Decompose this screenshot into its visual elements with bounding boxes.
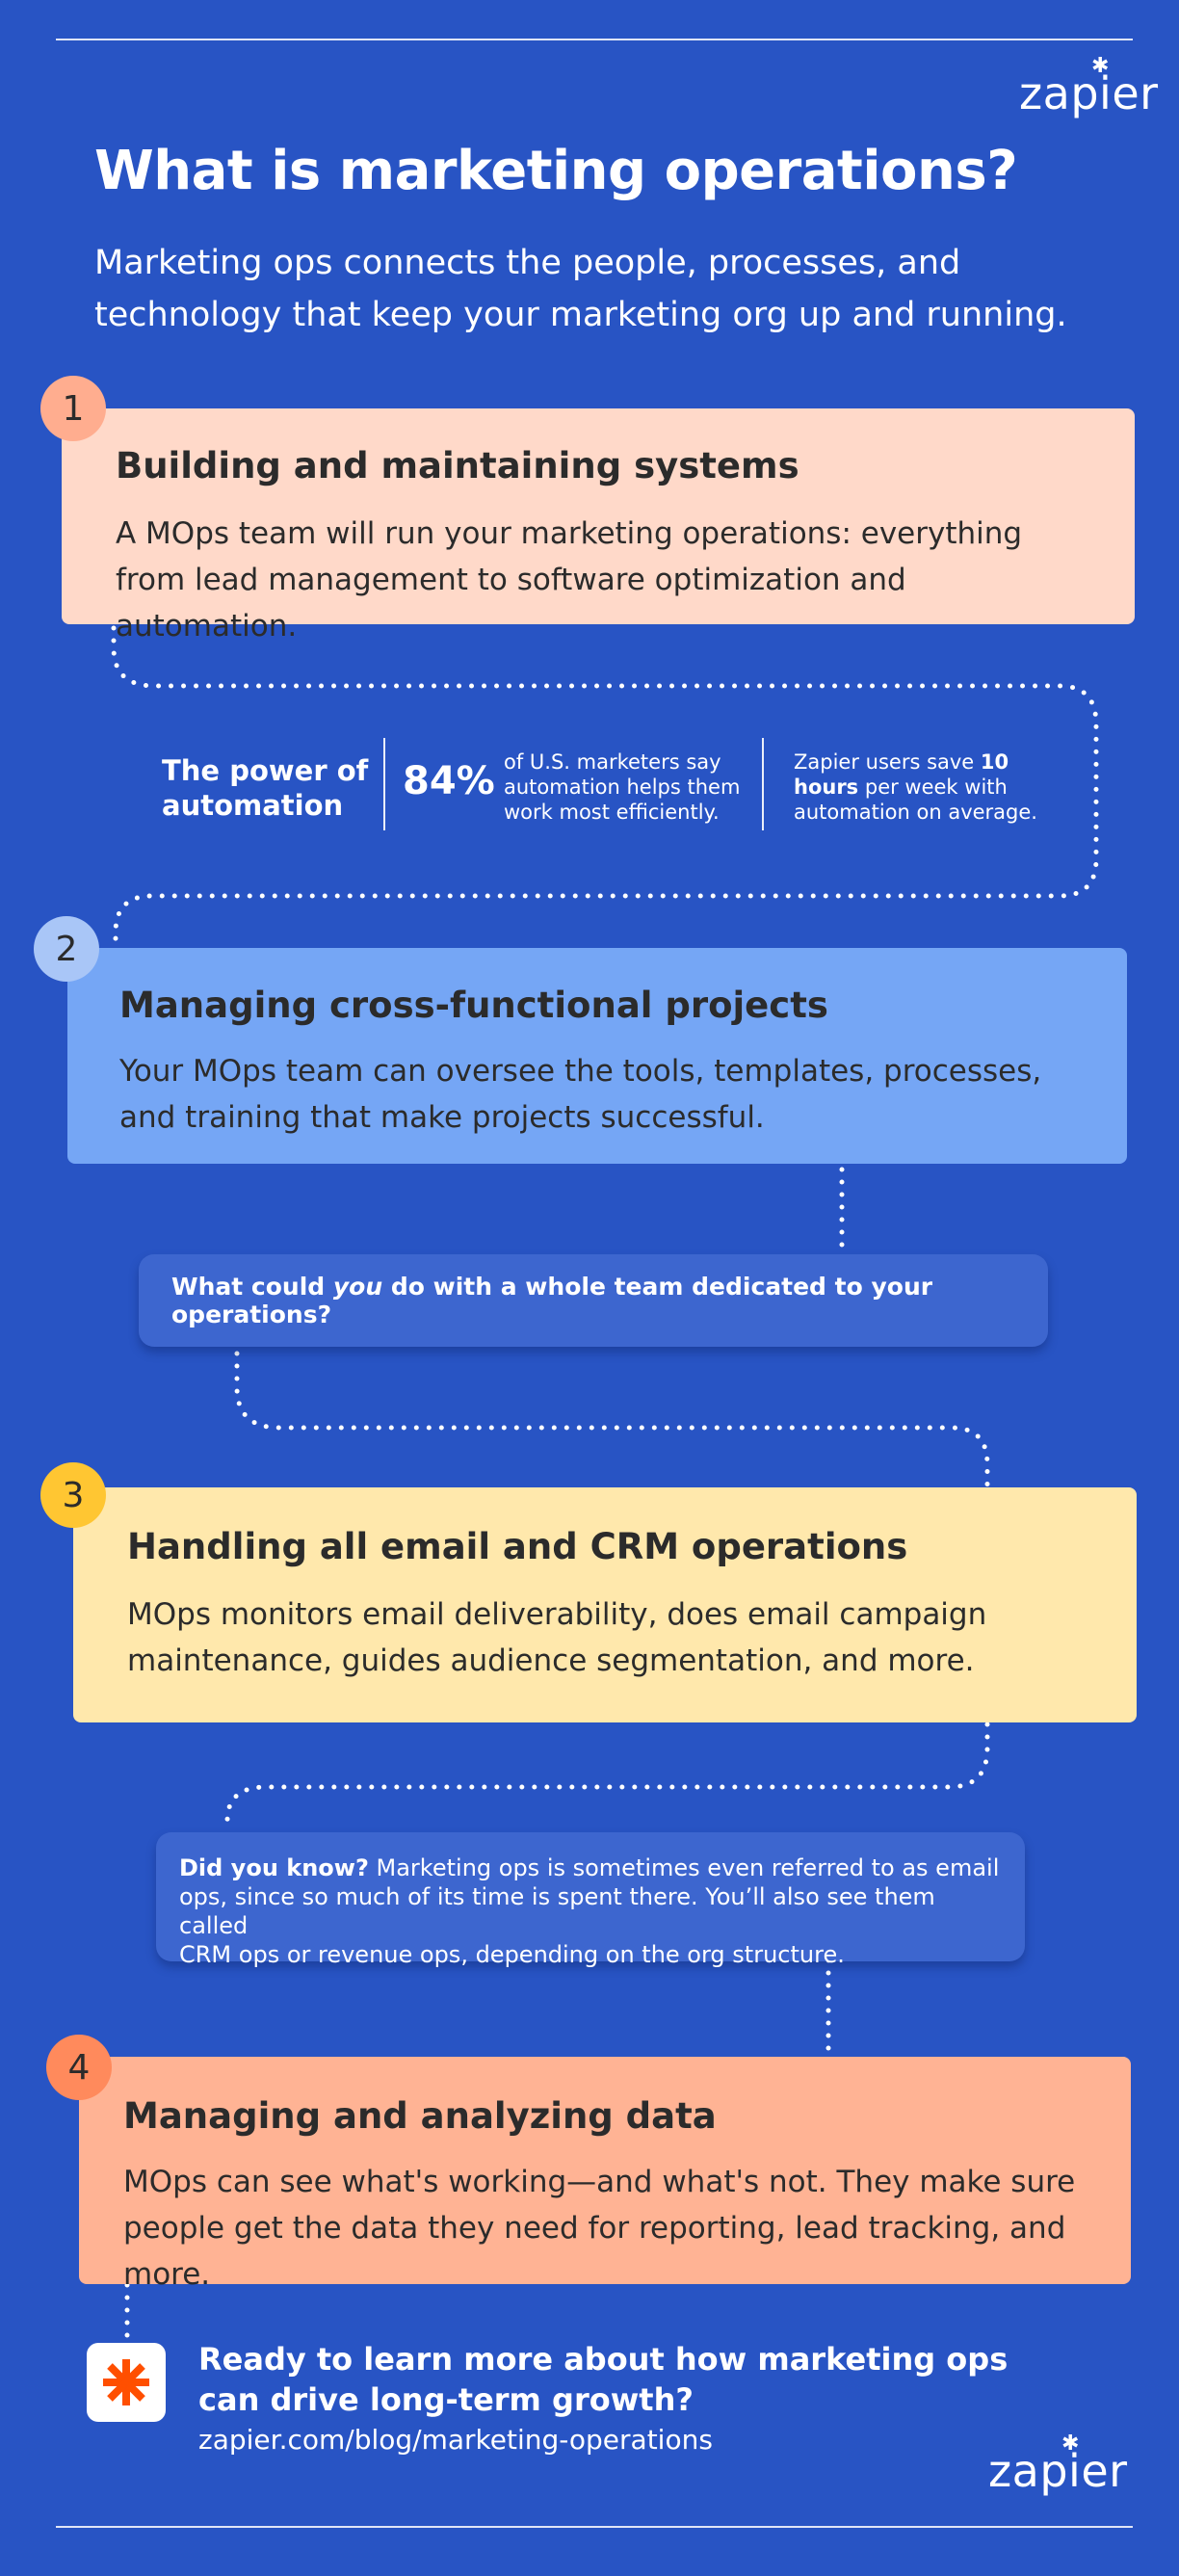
step-1-card: Building and maintaining systems A MOps … bbox=[62, 408, 1135, 644]
step-2-number: 2 bbox=[55, 929, 78, 969]
step-3-badge: 3 bbox=[40, 1462, 106, 1528]
question-pre: What could bbox=[171, 1273, 333, 1301]
step-4-badge: 4 bbox=[46, 2035, 112, 2100]
time-saved-post-1: per week with bbox=[858, 775, 1008, 799]
automation-heading-line-1: The power of bbox=[162, 754, 369, 787]
step-3-title: Handling all email and CRM operations bbox=[127, 1526, 908, 1567]
logo-star-bottom-icon: ✱ bbox=[1061, 2431, 1080, 2456]
did-you-know-line-1: Did you know? Marketing ops is sometimes… bbox=[179, 1853, 1002, 1882]
step-1-title: Building and maintaining systems bbox=[116, 445, 799, 486]
zapier-logo-bottom: zapier ✱ bbox=[988, 2431, 1128, 2497]
page-subtitle: Marketing ops connects the people, proce… bbox=[94, 244, 1067, 334]
step-4-body: MOps can see what's working—and what's n… bbox=[123, 2165, 1076, 2292]
time-saved-line-3: automation on average. bbox=[794, 801, 1037, 824]
stats-divider-2 bbox=[762, 738, 764, 830]
stats-divider-1 bbox=[383, 738, 385, 830]
bottom-rule bbox=[56, 2526, 1133, 2528]
step-4-card: Managing and analyzing data MOps can see… bbox=[79, 2057, 1131, 2292]
cta-heading-line-2: can drive long-term growth? bbox=[198, 2381, 694, 2418]
step-3-number: 3 bbox=[62, 1475, 85, 1515]
did-you-know-line-2: ops, since so much of its time is spent … bbox=[179, 1883, 935, 1939]
stat-description-line-2: automation helps them bbox=[504, 775, 741, 799]
question-text: What could you do with a whole team dedi… bbox=[171, 1273, 1048, 1328]
connector-question-to-3 bbox=[234, 1351, 990, 1488]
time-saved-line-2: hours per week with bbox=[794, 775, 1037, 800]
step-3-card: Handling all email and CRM operations MO… bbox=[73, 1487, 1137, 1722]
top-rule bbox=[56, 39, 1133, 40]
logo-text: zapier bbox=[1019, 67, 1159, 119]
time-saved-hours-label: hours bbox=[794, 775, 859, 799]
did-you-know-text-1: Marketing ops is sometimes even referred… bbox=[368, 1854, 1000, 1881]
stat-description: of U.S. marketers say automation helps t… bbox=[504, 749, 740, 825]
question-post: do with a whole team dedicated to your o… bbox=[171, 1273, 933, 1328]
step-4-title: Managing and analyzing data bbox=[123, 2095, 717, 2137]
stat-value: 84% bbox=[403, 759, 495, 803]
logo-star-icon: ✱ bbox=[1091, 54, 1110, 78]
step-4-number: 4 bbox=[67, 2047, 91, 2088]
page-title: What is marketing operations? bbox=[94, 140, 1018, 202]
did-you-know-line-3: CRM ops or revenue ops, depending on the… bbox=[179, 1941, 845, 1968]
logo-text-bottom: zapier bbox=[988, 2445, 1128, 2497]
step-3-body: MOps monitors email deliverability, does… bbox=[127, 1597, 987, 1678]
step-2-title: Managing cross-functional projects bbox=[119, 985, 828, 1026]
time-saved-note: Zapier users save 10 hours per week with… bbox=[794, 749, 1037, 825]
step-1-badge: 1 bbox=[40, 376, 106, 441]
did-you-know-label: Did you know? bbox=[179, 1854, 369, 1881]
question-emphasis: you bbox=[332, 1273, 383, 1301]
question-callout: What could you do with a whole team dedi… bbox=[139, 1254, 1048, 1347]
cta-heading-line-1: Ready to learn more about how marketing … bbox=[198, 2341, 1009, 2378]
stat-description-line-1: of U.S. marketers say bbox=[504, 750, 721, 774]
time-saved-hours-number: 10 bbox=[980, 750, 1009, 774]
zapier-logo-top: zapier ✱ bbox=[1019, 54, 1159, 119]
cta-url-link[interactable]: zapier.com/blog/marketing-operations bbox=[198, 2424, 713, 2456]
automation-heading-line-2: automation bbox=[162, 789, 344, 822]
step-2-card: Managing cross-functional projects Your … bbox=[67, 948, 1127, 1164]
asterisk-icon-graphic bbox=[103, 2359, 149, 2405]
step-1-body: A MOps team will run your marketing oper… bbox=[116, 516, 1023, 644]
cta-heading[interactable]: Ready to learn more about how marketing … bbox=[198, 2339, 1008, 2420]
stat-description-line-3: work most efficiently. bbox=[504, 801, 720, 824]
time-saved-line-1: Zapier users save 10 bbox=[794, 749, 1037, 775]
asterisk-icon bbox=[87, 2343, 166, 2422]
step-1-number: 1 bbox=[62, 388, 85, 429]
step-2-badge: 2 bbox=[34, 916, 99, 982]
step-2-body: Your MOps team can oversee the tools, te… bbox=[119, 1054, 1042, 1135]
connector-3-to-dyk bbox=[224, 1722, 990, 1833]
time-saved-pre: Zapier users save bbox=[794, 750, 981, 774]
automation-heading: The power of automation bbox=[162, 753, 368, 823]
did-you-know-callout: Did you know? Marketing ops is sometimes… bbox=[156, 1832, 1025, 1968]
